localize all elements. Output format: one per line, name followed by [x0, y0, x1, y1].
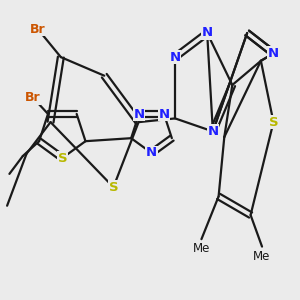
Text: Me: Me — [253, 250, 271, 262]
Text: S: S — [58, 152, 67, 164]
Text: N: N — [202, 26, 213, 40]
Text: Br: Br — [25, 91, 41, 104]
Text: N: N — [268, 47, 279, 60]
Text: Me: Me — [193, 242, 210, 255]
Text: N: N — [133, 108, 145, 121]
Text: S: S — [109, 181, 118, 194]
Text: N: N — [169, 51, 181, 64]
Text: S: S — [268, 116, 278, 129]
Text: N: N — [158, 108, 169, 121]
Text: N: N — [146, 146, 157, 160]
Text: Br: Br — [30, 23, 46, 36]
Text: N: N — [207, 125, 218, 138]
